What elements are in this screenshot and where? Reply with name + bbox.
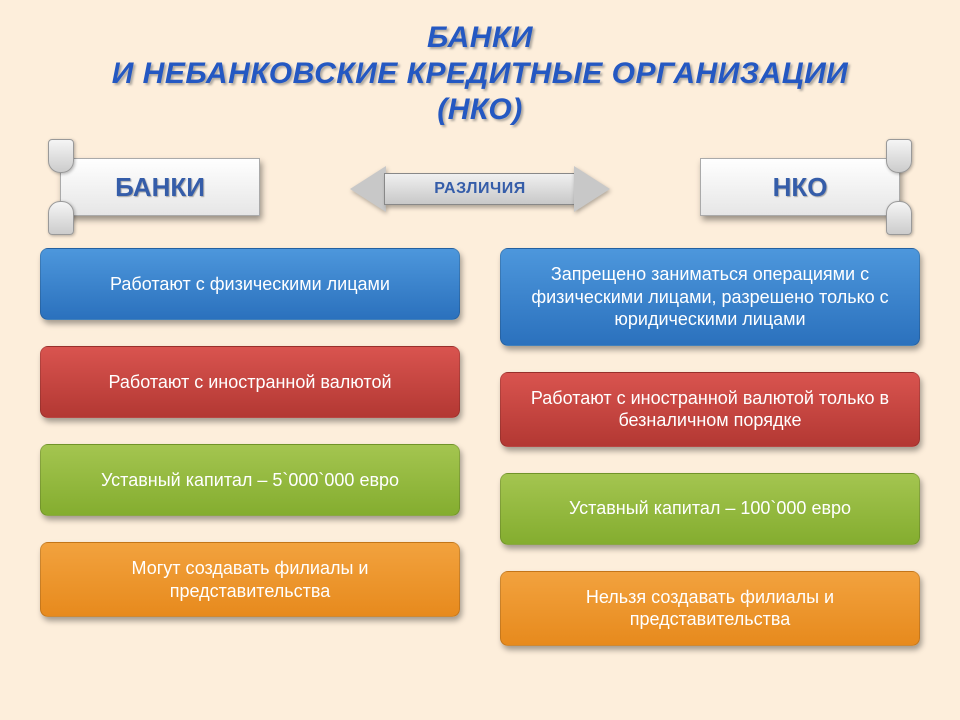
nko-card-currency: Работают с иностранной валютой только в … <box>500 372 920 447</box>
bank-card-capital: Уставный капитал – 5`000`000 евро <box>40 444 460 516</box>
banks-column: Работают с физическими лицами Работают с… <box>40 248 460 646</box>
nko-card-branches: Нельзя создавать филиалы и представитель… <box>500 571 920 646</box>
header-row: БАНКИ РАЗЛИЧИЯ НКО <box>0 148 960 228</box>
nko-column: Запрещено заниматься операциями с физиче… <box>500 248 920 646</box>
bank-card-branches: Могут создавать филиалы и представительс… <box>40 542 460 617</box>
scroll-curl-icon <box>48 201 74 235</box>
arrow-body: РАЗЛИЧИЯ <box>384 173 576 205</box>
title-line-2: И НЕБАНКОВСКИЕ КРЕДИТНЫЕ ОРГАНИЗАЦИИ <box>0 56 960 92</box>
scroll-curl-icon <box>886 201 912 235</box>
nko-card-individuals: Запрещено заниматься операциями с физиче… <box>500 248 920 346</box>
title-line-3: (НКО) <box>0 92 960 128</box>
differences-arrow: РАЗЛИЧИЯ <box>350 166 610 212</box>
slide-title: БАНКИ И НЕБАНКОВСКИЕ КРЕДИТНЫЕ ОРГАНИЗАЦ… <box>0 0 960 128</box>
bank-card-currency: Работают с иностранной валютой <box>40 346 460 418</box>
banks-header-label: БАНКИ <box>115 172 205 203</box>
title-line-1: БАНКИ <box>0 20 960 56</box>
comparison-columns: Работают с физическими лицами Работают с… <box>0 228 960 646</box>
arrow-left-icon <box>350 166 386 212</box>
banks-header-box: БАНКИ <box>60 158 260 216</box>
scroll-curl-icon <box>48 139 74 173</box>
differences-label: РАЗЛИЧИЯ <box>434 180 525 198</box>
nko-header-box: НКО <box>700 158 900 216</box>
arrow-right-icon <box>574 166 610 212</box>
bank-card-individuals: Работают с физическими лицами <box>40 248 460 320</box>
nko-header-label: НКО <box>773 172 828 203</box>
nko-card-capital: Уставный капитал – 100`000 евро <box>500 473 920 545</box>
scroll-curl-icon <box>886 139 912 173</box>
